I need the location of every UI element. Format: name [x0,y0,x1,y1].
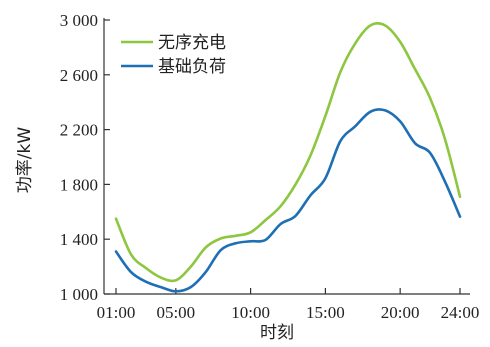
x-tick-label: 10:00 [231,303,270,322]
y-tick-label: 1 800 [60,175,98,194]
x-tick-label: 05:00 [156,303,195,322]
series-line-2 [114,108,462,293]
series-layer [114,22,462,293]
x-tick-label: 01:00 [97,303,136,322]
y-axis-label: 功率/kW [15,127,35,194]
y-tick-label: 1 000 [60,285,98,304]
series-line-1 [114,22,462,283]
legend-label-1: 无序充电 [158,33,226,53]
y-tick-label: 2 200 [60,121,98,140]
y-tick-label: 1 400 [60,230,98,249]
y-tick-label: 2 600 [60,66,98,85]
chart-axes: 1 000 1 400 1 800 2 200 2 600 3 000 01:00 05:00… [60,11,480,322]
y-tick-label: 3 000 [60,11,98,30]
x-tick-label: 20:00 [381,303,420,322]
x-axis-label: 时刻 [260,323,294,343]
x-tick-label: 24:00 [441,303,480,322]
legend-label-2: 基础负荷 [158,57,226,77]
x-tick-label: 15:00 [306,303,345,322]
